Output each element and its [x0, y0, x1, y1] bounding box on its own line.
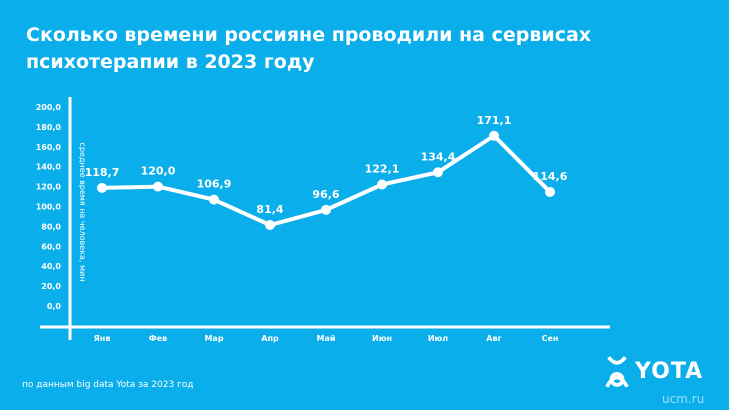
x-tick-label: Сен [542, 334, 559, 343]
x-tick-label: Янв [94, 334, 111, 343]
yota-logo-icon [605, 356, 629, 388]
data-label: 134,4 [421, 150, 456, 163]
data-label: 114,6 [533, 170, 568, 183]
y-tick-label: 200,0 [36, 103, 62, 112]
logo-text: YOTA [635, 359, 704, 384]
y-tick-label: 20,0 [41, 282, 61, 291]
y-tick-label: 180,0 [36, 123, 62, 132]
data-point [265, 220, 275, 231]
y-tick-label: 100,0 [36, 203, 62, 212]
data-point [153, 181, 163, 192]
y-tick-label: 60,0 [41, 242, 61, 251]
data-point [489, 130, 499, 141]
yota-logo: YOTA [605, 355, 703, 389]
x-tick-label: Авг [486, 334, 501, 343]
data-label: 96,6 [312, 188, 339, 201]
data-label: 81,4 [256, 203, 283, 216]
data-point [321, 204, 331, 215]
x-tick-label: Фев [149, 334, 167, 343]
data-point [377, 179, 387, 190]
data-label: 120,0 [141, 165, 176, 178]
data-point [97, 182, 107, 193]
chart-title: Сколько времени россияне проводили на се… [26, 24, 592, 73]
data-label: 106,9 [197, 178, 232, 191]
data-label: 171,1 [477, 114, 512, 127]
y-tick-label: 80,0 [41, 222, 61, 231]
data-point [433, 167, 443, 178]
x-tick-label: Июл [428, 334, 448, 343]
x-tick-label: Июн [372, 334, 392, 343]
y-tick-label: 40,0 [41, 262, 61, 271]
x-tick-label: Мар [204, 334, 223, 343]
data-label: 118,7 [85, 166, 120, 179]
source-note: по данным big data Yota за 2023 год [22, 380, 194, 390]
y-axis-label: среднее время на человека, мин [78, 143, 87, 282]
y-tick-label: 160,0 [36, 143, 62, 152]
data-label: 122,1 [365, 163, 400, 176]
watermark: ucm.ru [662, 392, 705, 406]
x-tick-label: Май [317, 334, 336, 343]
y-tick-label: 0,0 [47, 302, 62, 311]
y-tick-label: 120,0 [36, 183, 62, 192]
x-tick-label: Апр [261, 334, 279, 343]
data-point [209, 194, 219, 205]
y-tick-label: 140,0 [36, 163, 62, 172]
data-point [545, 186, 555, 197]
